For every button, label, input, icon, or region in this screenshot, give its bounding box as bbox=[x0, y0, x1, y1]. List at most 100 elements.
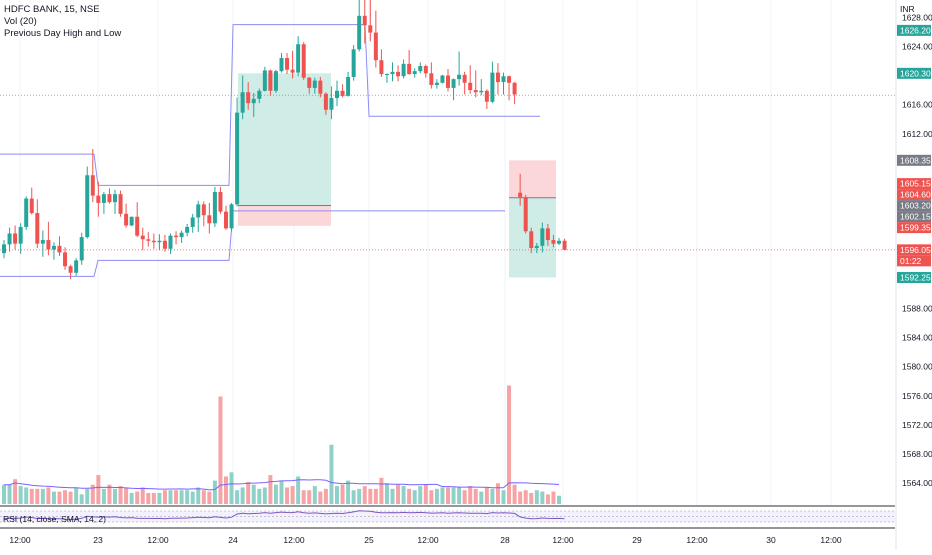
candle-body[interactable] bbox=[495, 72, 500, 83]
candle-body[interactable] bbox=[507, 76, 512, 83]
price-tag[interactable] bbox=[897, 244, 931, 256]
candle-body[interactable] bbox=[412, 71, 417, 75]
candle-body[interactable] bbox=[79, 237, 84, 261]
candle-body[interactable] bbox=[551, 240, 556, 244]
candle-body[interactable] bbox=[518, 192, 523, 198]
candle-body[interactable] bbox=[129, 216, 134, 226]
candle-body[interactable] bbox=[124, 213, 129, 226]
volume-indicator-label[interactable]: Vol (20) bbox=[4, 16, 37, 27]
candle-body[interactable] bbox=[440, 75, 445, 83]
candle-body[interactable] bbox=[457, 74, 462, 80]
price-tag[interactable] bbox=[897, 154, 931, 166]
price-tag[interactable] bbox=[897, 222, 931, 234]
candle-body[interactable] bbox=[201, 204, 206, 216]
symbol-title[interactable]: HDFC BANK, 15, NSE bbox=[4, 4, 100, 15]
candle-body[interactable] bbox=[323, 93, 328, 110]
candle-body[interactable] bbox=[113, 194, 117, 203]
candle-body[interactable] bbox=[307, 77, 312, 88]
price-tag[interactable] bbox=[897, 189, 931, 201]
candle-body[interactable] bbox=[396, 71, 401, 77]
candle-body[interactable] bbox=[13, 233, 18, 244]
candle-body[interactable] bbox=[224, 211, 228, 229]
candle-body[interactable] bbox=[7, 233, 12, 245]
candle-body[interactable] bbox=[296, 44, 301, 73]
candle-body[interactable] bbox=[534, 245, 539, 249]
price-tag[interactable] bbox=[897, 67, 931, 79]
candle-body[interactable] bbox=[357, 15, 362, 50]
candle-body[interactable] bbox=[351, 49, 356, 77]
candle-body[interactable] bbox=[140, 235, 145, 240]
candle-body[interactable] bbox=[18, 226, 23, 244]
candle-body[interactable] bbox=[46, 240, 51, 250]
candle-body[interactable] bbox=[329, 98, 334, 110]
candle-body[interactable] bbox=[246, 92, 251, 104]
candle-body[interactable] bbox=[468, 82, 473, 91]
candle-body[interactable] bbox=[479, 90, 484, 93]
candle-body[interactable] bbox=[85, 175, 90, 238]
candle-body[interactable] bbox=[229, 204, 234, 229]
candle-body[interactable] bbox=[318, 80, 323, 94]
candle-body[interactable] bbox=[418, 66, 423, 72]
candle-body[interactable] bbox=[90, 175, 95, 196]
candle-body[interactable] bbox=[207, 215, 212, 224]
candle-body[interactable] bbox=[473, 90, 478, 93]
candle-body[interactable] bbox=[279, 58, 284, 72]
position-stop-zone[interactable] bbox=[238, 205, 331, 226]
candle-body[interactable] bbox=[523, 197, 528, 232]
candle-body[interactable] bbox=[218, 191, 223, 212]
candle-body[interactable] bbox=[63, 252, 68, 267]
candle-body[interactable] bbox=[368, 25, 373, 33]
candle-body[interactable] bbox=[340, 90, 345, 96]
candle-body[interactable] bbox=[484, 90, 489, 102]
price-tag[interactable] bbox=[897, 24, 931, 36]
candle-body[interactable] bbox=[135, 216, 140, 236]
candle-body[interactable] bbox=[107, 194, 112, 203]
candle-body[interactable] bbox=[423, 66, 428, 74]
candle-body[interactable] bbox=[51, 245, 56, 250]
position-stop-zone[interactable] bbox=[509, 160, 556, 198]
candle-body[interactable] bbox=[451, 79, 456, 88]
candle-body[interactable] bbox=[384, 74, 389, 76]
candle-body[interactable] bbox=[379, 60, 384, 75]
candle-body[interactable] bbox=[251, 98, 256, 104]
candle-body[interactable] bbox=[290, 69, 295, 73]
candle-body[interactable] bbox=[240, 92, 245, 113]
price-tag[interactable] bbox=[897, 272, 931, 284]
candle-body[interactable] bbox=[179, 232, 184, 238]
candle-body[interactable] bbox=[162, 240, 167, 249]
candle-body[interactable] bbox=[257, 90, 262, 99]
candle-body[interactable] bbox=[174, 235, 179, 238]
position-target-zone[interactable] bbox=[238, 73, 331, 206]
candle-body[interactable] bbox=[362, 15, 367, 26]
candle-body[interactable] bbox=[190, 217, 195, 227]
candle-body[interactable] bbox=[490, 72, 495, 102]
candle-body[interactable] bbox=[196, 204, 201, 218]
candle-body[interactable] bbox=[446, 75, 450, 88]
candle-body[interactable] bbox=[151, 240, 156, 243]
price-tag[interactable] bbox=[897, 255, 931, 267]
candle-body[interactable] bbox=[335, 90, 339, 99]
candle-body[interactable] bbox=[35, 213, 40, 244]
candle-body[interactable] bbox=[346, 76, 351, 96]
candle-body[interactable] bbox=[407, 63, 412, 75]
candle-body[interactable] bbox=[545, 228, 550, 241]
candle-body[interactable] bbox=[462, 74, 467, 83]
candle-body[interactable] bbox=[185, 226, 190, 233]
pdhl-indicator-label[interactable]: Previous Day High and Low bbox=[4, 28, 122, 39]
candle-body[interactable] bbox=[273, 71, 278, 91]
price-tag[interactable] bbox=[897, 200, 931, 212]
candle-body[interactable] bbox=[235, 112, 240, 205]
candle-body[interactable] bbox=[57, 245, 62, 253]
candle-body[interactable] bbox=[512, 82, 517, 95]
candle-body[interactable] bbox=[429, 73, 434, 85]
candle-body[interactable] bbox=[540, 228, 545, 246]
candle-body[interactable] bbox=[2, 244, 6, 254]
candle-body[interactable] bbox=[557, 240, 561, 244]
candle-body[interactable] bbox=[434, 82, 439, 85]
candle-body[interactable] bbox=[312, 80, 317, 88]
candle-body[interactable] bbox=[562, 240, 567, 250]
candle-body[interactable] bbox=[262, 70, 267, 91]
candle-body[interactable] bbox=[373, 32, 378, 61]
candle-body[interactable] bbox=[118, 194, 123, 214]
candle-body[interactable] bbox=[268, 70, 273, 91]
